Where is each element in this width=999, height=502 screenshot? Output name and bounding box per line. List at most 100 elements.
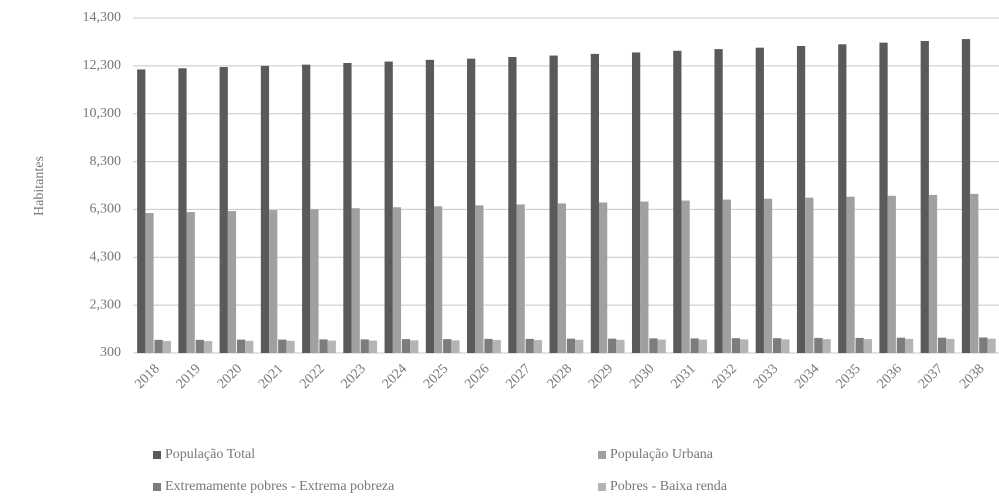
bar xyxy=(690,338,699,353)
bar xyxy=(987,338,996,353)
bar xyxy=(714,49,723,353)
bar xyxy=(401,339,411,353)
bar xyxy=(310,209,319,353)
x-tick-label: 2029 xyxy=(586,361,616,391)
x-tick-label: 2022 xyxy=(297,361,327,391)
bar xyxy=(219,67,228,353)
y-tick-label: 300 xyxy=(100,345,121,360)
x-tick-label: 2037 xyxy=(916,361,946,391)
bar xyxy=(533,340,543,353)
bar xyxy=(410,340,419,353)
bar xyxy=(731,338,741,353)
bar xyxy=(575,339,584,353)
legend-label: Pobres - Baixa renda xyxy=(610,479,728,494)
bar xyxy=(434,206,443,353)
bar xyxy=(368,340,378,353)
x-tick-label: 2032 xyxy=(710,361,740,391)
legend-swatch xyxy=(153,451,161,459)
bar xyxy=(805,197,814,353)
bar xyxy=(961,39,971,354)
x-tick-label: 2023 xyxy=(339,361,369,391)
bar xyxy=(351,208,360,353)
bar xyxy=(566,338,576,353)
bar xyxy=(673,50,682,354)
bar xyxy=(970,193,979,353)
bar xyxy=(698,339,708,353)
x-tick-label: 2033 xyxy=(751,361,781,391)
y-tick-label: 2,300 xyxy=(90,297,122,312)
bar xyxy=(360,339,369,353)
bar xyxy=(887,195,896,353)
y-tick-label: 12,300 xyxy=(83,58,122,73)
bar xyxy=(740,339,749,353)
bar xyxy=(904,338,914,353)
bar xyxy=(822,339,831,353)
bar xyxy=(154,339,163,353)
bar xyxy=(392,207,402,353)
x-tick-label: 2019 xyxy=(174,361,204,391)
legend-label: População Urbana xyxy=(610,447,714,462)
legend-label: População Total xyxy=(165,447,255,462)
legend-label: Extremamente pobres - Extrema pobreza xyxy=(165,479,395,494)
bar xyxy=(492,340,501,353)
bar xyxy=(245,340,254,353)
bar xyxy=(616,339,625,353)
bar xyxy=(137,69,146,354)
bar xyxy=(608,338,617,353)
bar xyxy=(946,338,955,353)
bar xyxy=(343,62,352,353)
bar xyxy=(549,55,558,353)
bar xyxy=(631,52,641,353)
bar xyxy=(327,340,336,353)
bar xyxy=(879,42,888,354)
x-tick-label: 2038 xyxy=(957,361,987,391)
legend-swatch xyxy=(598,451,606,459)
bar xyxy=(302,64,311,354)
x-tick-label: 2021 xyxy=(256,361,286,391)
bar xyxy=(451,340,460,353)
bar xyxy=(178,68,187,353)
bar xyxy=(937,337,947,353)
bar xyxy=(846,196,855,353)
bar xyxy=(269,210,278,353)
y-tick-label: 14,300 xyxy=(83,10,122,25)
bar xyxy=(722,199,731,353)
bar xyxy=(557,203,566,353)
bar xyxy=(855,337,864,353)
bar xyxy=(260,65,270,353)
bar xyxy=(863,339,872,353)
bar xyxy=(203,341,213,353)
bar xyxy=(640,201,649,353)
bar xyxy=(814,337,823,353)
bar xyxy=(236,339,246,353)
bar xyxy=(484,338,493,353)
bar xyxy=(657,339,666,353)
bar xyxy=(195,339,204,353)
bar xyxy=(896,337,905,353)
x-tick-label: 2035 xyxy=(833,361,863,391)
x-tick-label: 2027 xyxy=(503,361,533,391)
bar xyxy=(781,339,790,353)
bar xyxy=(920,40,929,353)
bar xyxy=(278,339,287,353)
x-tick-label: 2036 xyxy=(875,361,905,391)
bar xyxy=(838,44,847,353)
bar xyxy=(508,57,517,353)
bar xyxy=(763,198,773,353)
bar xyxy=(681,200,690,353)
bar xyxy=(590,53,599,354)
bar xyxy=(598,202,608,353)
y-tick-label: 6,300 xyxy=(90,202,122,217)
x-tick-label: 2026 xyxy=(462,361,492,391)
bar xyxy=(928,194,938,353)
bar xyxy=(186,212,195,353)
bar xyxy=(516,204,525,353)
y-tick-label: 8,300 xyxy=(90,154,122,169)
bar xyxy=(755,47,764,354)
bar xyxy=(979,337,988,353)
bar xyxy=(773,338,782,353)
x-tick-label: 2031 xyxy=(668,361,698,391)
x-tick-label: 2024 xyxy=(380,361,410,391)
x-tick-label: 2034 xyxy=(792,361,822,391)
